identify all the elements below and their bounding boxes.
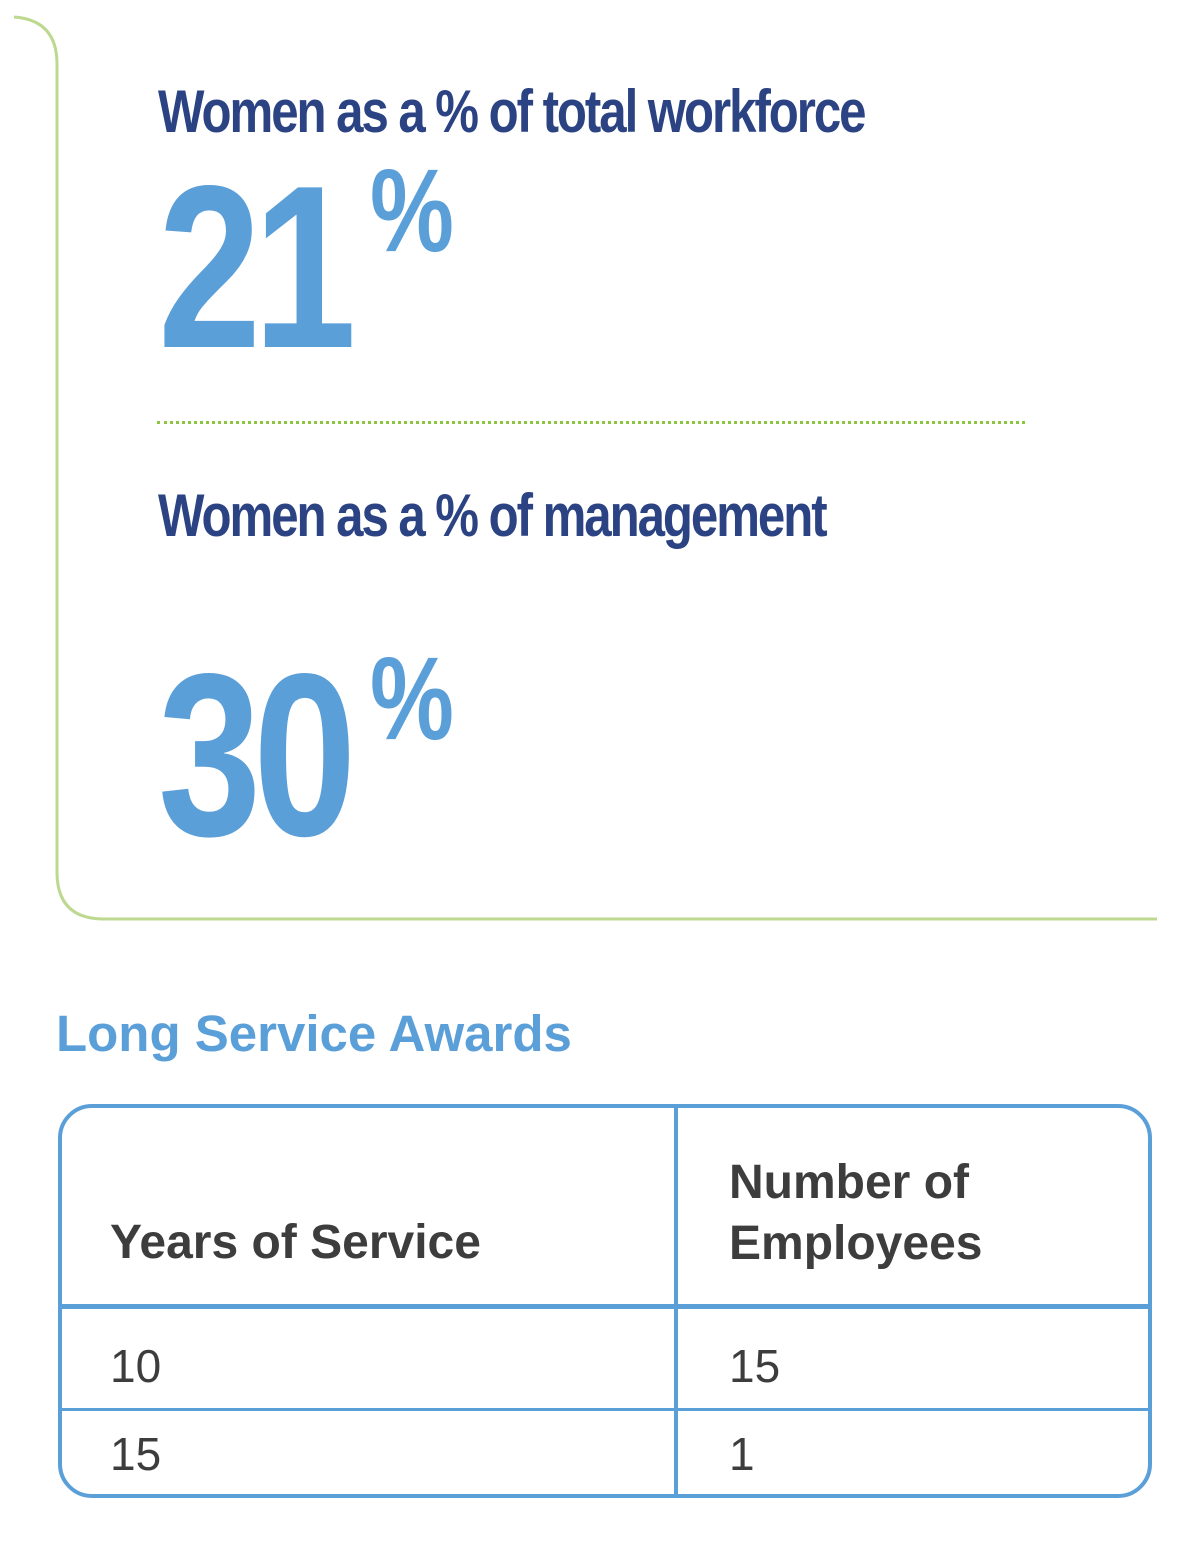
column-divider <box>674 1108 678 1494</box>
management-value: 30 <box>158 626 356 885</box>
panel-border <box>13 15 1157 921</box>
percent-sign: % <box>370 633 454 765</box>
section-divider <box>157 421 1025 424</box>
table-cell: 15 <box>110 1428 162 1480</box>
total-workforce-value: 21 <box>158 138 356 397</box>
row-rule <box>62 1408 1148 1411</box>
total-workforce-heading: Women as a % of total workforce <box>158 78 867 145</box>
total-workforce-stat: 21 % <box>158 138 454 397</box>
management-heading: Women as a % of management <box>158 482 828 549</box>
table-cell: 15 <box>729 1340 781 1392</box>
percent-sign: % <box>370 145 454 277</box>
header-rule <box>62 1304 1148 1309</box>
column-header-number-of-employees: Number of Employees <box>729 1156 983 1270</box>
long-service-awards-table: Years of Service Number of Employees 10 … <box>58 1104 1152 1498</box>
column-header-years-of-service: Years of Service <box>110 1216 481 1269</box>
management-stat: 30 % <box>158 626 454 885</box>
table-cell: 1 <box>729 1428 755 1480</box>
workforce-stats-panel: Women as a % of total workforce 21 % Wom… <box>13 15 1157 921</box>
long-service-awards-title: Long Service Awards <box>56 1005 572 1062</box>
table-cell: 10 <box>110 1340 162 1392</box>
